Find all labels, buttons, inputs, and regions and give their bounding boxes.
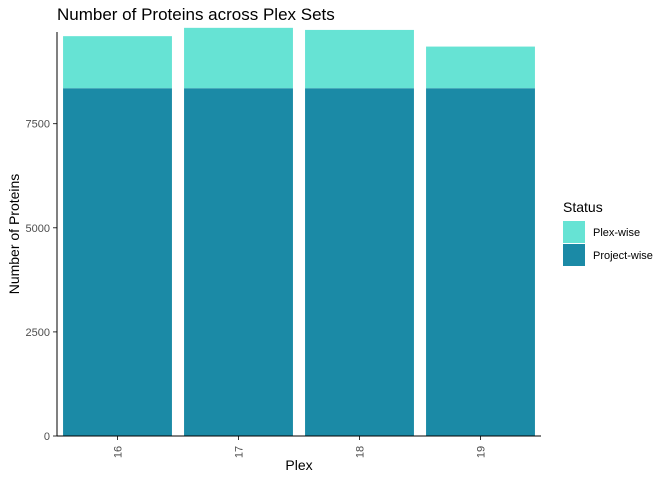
y-tick-label-2500: 2500 (26, 327, 50, 339)
y-tick-label-0: 0 (44, 431, 50, 443)
bar-project-wise-16 (63, 88, 172, 436)
bar-project-wise-18 (305, 88, 414, 436)
x-tick-label-18: 18 (355, 446, 367, 458)
legend: Status Plex-wise Project-wise (563, 199, 653, 266)
legend-key-plex-wise (563, 221, 585, 243)
x-axis-title: Plex (285, 457, 312, 473)
y-axis-title: Number of Proteins (6, 174, 22, 295)
y-tick-label-7500: 7500 (26, 119, 50, 131)
legend-label-project-wise: Project-wise (593, 250, 653, 262)
y-tick-label-5000: 5000 (26, 223, 50, 235)
bar-plex-wise-16 (63, 36, 172, 89)
legend-label-plex-wise: Plex-wise (593, 227, 640, 239)
chart-title: Number of Proteins across Plex Sets (57, 5, 335, 24)
bar-plex-wise-18 (305, 29, 414, 89)
x-tick-label-16: 16 (113, 446, 125, 458)
plot-area: 16 17 18 19 0 2500 5000 7500 (26, 27, 535, 458)
bar-project-wise-19 (426, 88, 535, 436)
bar-plex-wise-17 (184, 27, 293, 89)
legend-title: Status (563, 199, 603, 215)
bar-plex-wise-19 (426, 46, 535, 89)
x-tick-label-17: 17 (234, 446, 246, 458)
legend-key-project-wise (563, 244, 585, 266)
bar-project-wise-17 (184, 88, 293, 436)
x-tick-label-19: 19 (476, 446, 488, 458)
